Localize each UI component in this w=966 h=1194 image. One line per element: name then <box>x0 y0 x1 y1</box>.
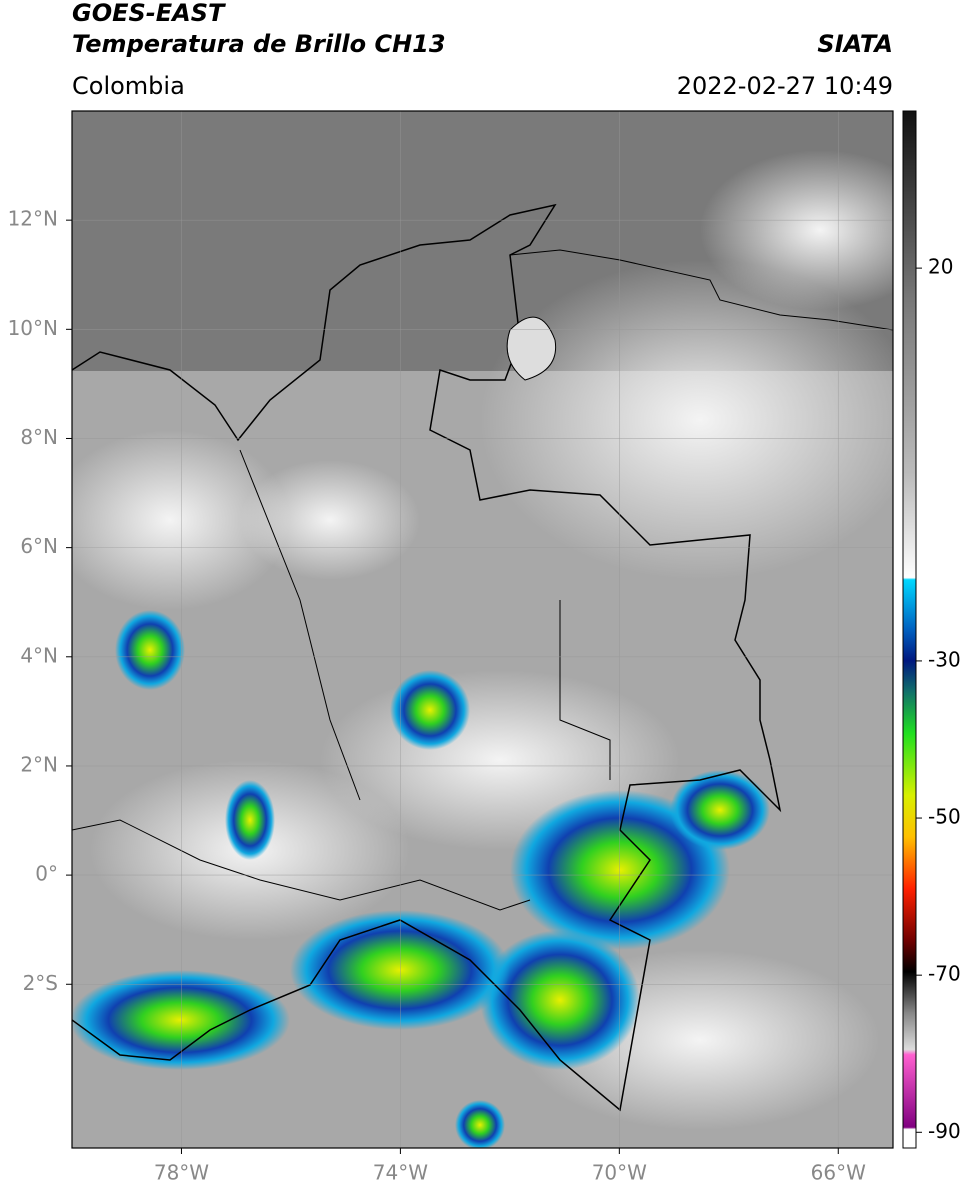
colorbar-label: -90 <box>928 1119 961 1143</box>
source: SIATA <box>817 30 893 58</box>
lon-label: 66°W <box>811 1161 866 1185</box>
lat-label: 8°N <box>20 425 58 449</box>
lat-label: 4°N <box>20 643 58 667</box>
lat-label: 0° <box>35 862 58 886</box>
colorbar-label: 20 <box>928 255 953 279</box>
title: GOES-EAST <box>72 0 226 27</box>
map-frame <box>71 110 894 1149</box>
lon-label: 70°W <box>592 1161 647 1185</box>
region: Colombia <box>72 72 185 100</box>
colorbar-label: -70 <box>928 962 961 986</box>
lon-label: 74°W <box>373 1161 428 1185</box>
colorbar-label: -30 <box>928 647 961 671</box>
datetime: 2022-02-27 10:49 <box>677 72 893 100</box>
lat-label: 2°S <box>23 971 58 995</box>
graticule <box>72 111 893 1148</box>
lat-label: 6°N <box>20 534 58 558</box>
colorbar-label: -50 <box>928 805 961 829</box>
lon-label: 78°W <box>154 1161 209 1185</box>
lat-label: 12°N <box>8 207 58 231</box>
subtitle: Temperatura de Brillo CH13 <box>72 30 446 58</box>
satellite-image <box>72 111 893 1148</box>
lat-label: 2°N <box>20 752 58 776</box>
lat-label: 10°N <box>8 316 58 340</box>
colorbar <box>902 110 917 1149</box>
